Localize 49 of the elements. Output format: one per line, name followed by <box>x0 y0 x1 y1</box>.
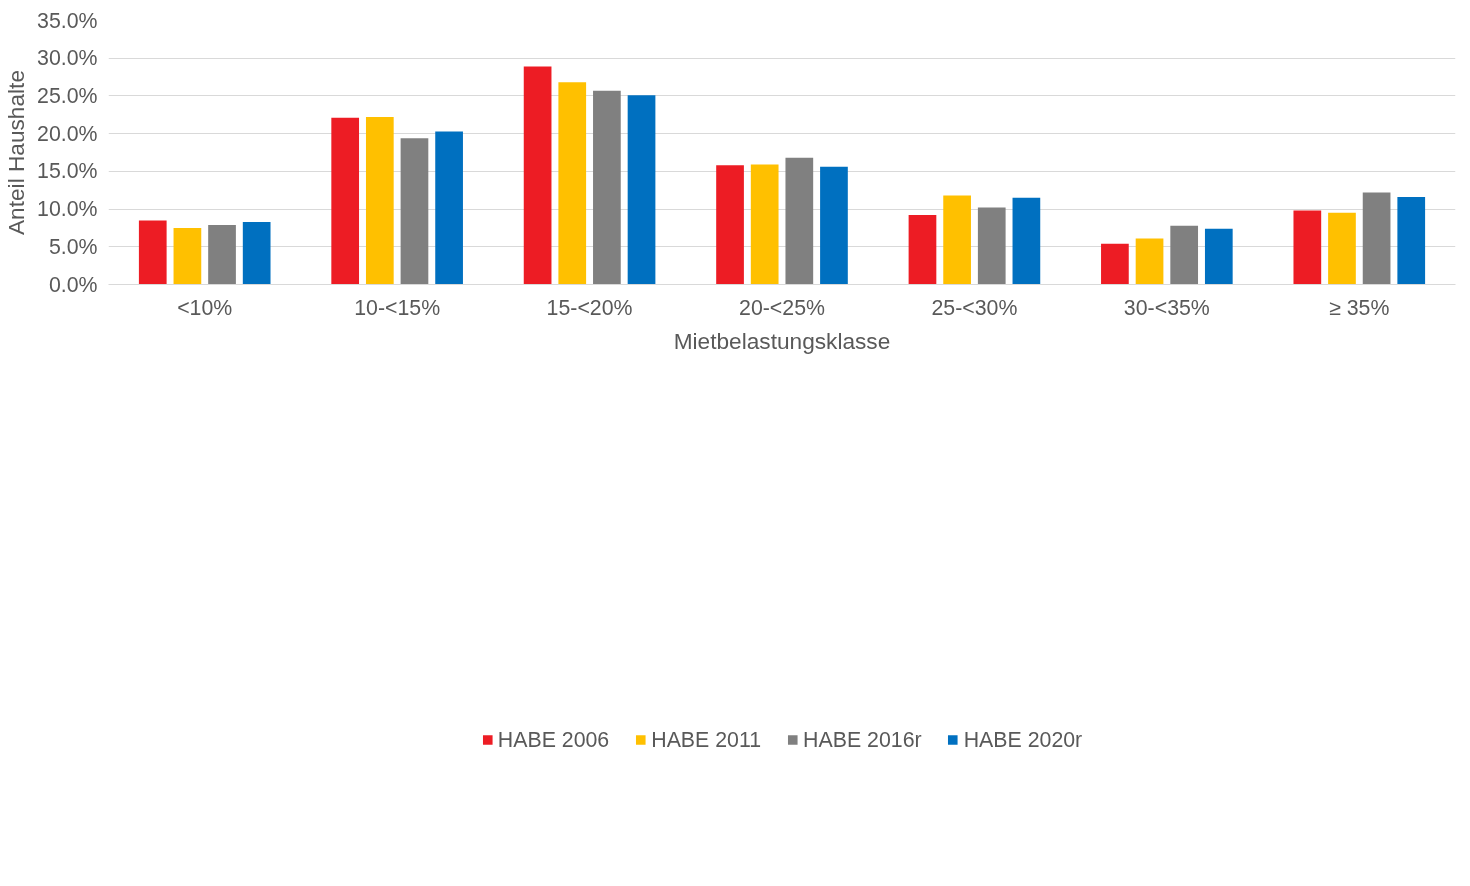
y-tick-label: 5.0% <box>48 234 98 259</box>
legend-label: HABE 2006 <box>497 727 610 753</box>
bar <box>908 215 937 285</box>
x-tick-label: 10-<15% <box>354 295 441 320</box>
x-tick-label: 30-<35% <box>1123 295 1210 320</box>
bar <box>1135 238 1164 285</box>
bar <box>523 66 552 285</box>
legend-label: HABE 2020r <box>963 727 1083 753</box>
bar <box>977 207 1006 285</box>
legend-label: HABE 2016r <box>803 727 922 753</box>
bar <box>820 166 848 285</box>
legend-label: HABE 2011 <box>651 727 762 753</box>
bar <box>1170 225 1199 285</box>
bar <box>627 95 656 285</box>
x-tick-label: 20-<25% <box>739 295 826 320</box>
x-tick-label: 25-<30% <box>931 295 1018 320</box>
bar <box>750 164 779 285</box>
bar <box>785 157 814 285</box>
y-tick-label: 25.0% <box>37 83 98 108</box>
bar <box>242 221 271 285</box>
bar <box>138 220 167 285</box>
y-tick-label: 0.0% <box>48 272 98 297</box>
bar <box>208 224 236 285</box>
bar <box>365 117 394 285</box>
bar <box>1101 243 1129 285</box>
bar <box>331 117 360 285</box>
bar <box>716 165 744 285</box>
bar <box>1204 228 1233 285</box>
bar <box>1328 212 1356 285</box>
x-axis-title: Mietbelastungsklasse <box>673 327 891 354</box>
bar <box>1012 197 1041 285</box>
bar <box>435 131 463 285</box>
y-tick-label: 30.0% <box>37 46 98 71</box>
y-tick-label: 10.0% <box>37 197 98 222</box>
bar <box>173 227 202 285</box>
bar <box>943 195 971 285</box>
bar <box>1397 197 1426 285</box>
y-axis-title: Anteil Haushalte <box>3 69 30 235</box>
x-tick-label: ≥ 35% <box>1329 295 1390 320</box>
bar <box>558 82 587 285</box>
x-tick-label: <10% <box>177 295 233 320</box>
y-tick-label: 20.0% <box>37 121 98 146</box>
bar <box>1293 210 1322 285</box>
x-tick-label: 15-<20% <box>546 295 633 320</box>
y-tick-label: 15.0% <box>37 159 98 184</box>
y-tick-label: 35.0% <box>37 8 98 33</box>
bar <box>593 90 621 285</box>
bar <box>1362 192 1391 285</box>
bar <box>400 138 429 285</box>
